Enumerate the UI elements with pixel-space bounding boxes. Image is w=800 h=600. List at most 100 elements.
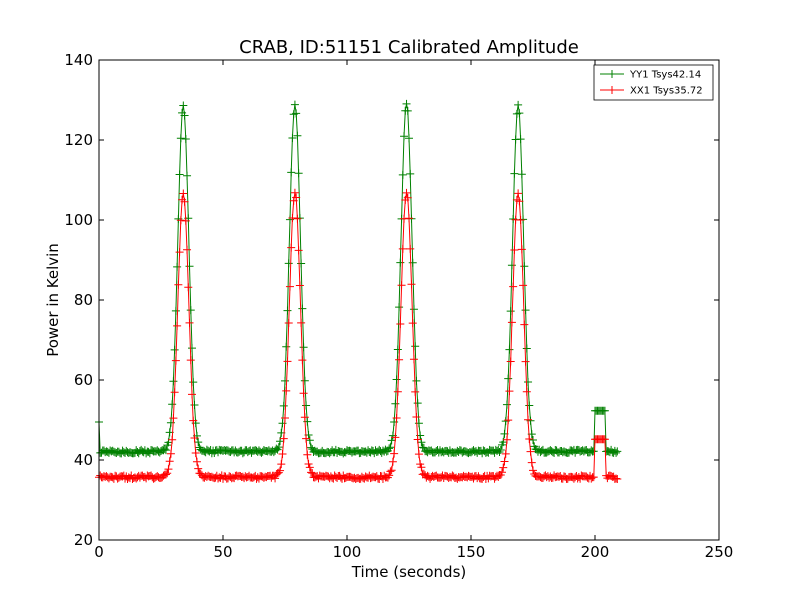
data-point (495, 447, 504, 456)
data-point (194, 464, 203, 473)
data-point (308, 469, 317, 478)
data-point (515, 197, 524, 206)
data-point (181, 216, 190, 225)
data-point (294, 246, 303, 255)
data-point (271, 474, 280, 483)
data-point (510, 169, 519, 178)
data-point (500, 457, 509, 466)
data-point (181, 135, 190, 144)
data-point (176, 216, 185, 225)
data-point (409, 305, 418, 314)
data-point (390, 449, 399, 458)
data-point (414, 450, 423, 459)
data-point (192, 457, 201, 466)
data-point (398, 244, 407, 253)
data-point (509, 282, 518, 291)
data-point (392, 414, 401, 423)
data-point (170, 388, 179, 397)
data-point (409, 355, 418, 364)
data-point (507, 318, 516, 327)
data-point (282, 342, 291, 351)
data-point (184, 283, 193, 292)
data-point (524, 378, 533, 387)
data-point (188, 344, 196, 353)
data-point (179, 101, 188, 110)
data-point (413, 435, 422, 444)
y-axis-label: Power in Kelvin (44, 243, 62, 357)
data-point (413, 399, 422, 408)
data-point (396, 320, 405, 329)
series-0 (95, 99, 622, 458)
data-point (305, 436, 314, 445)
data-point (507, 261, 516, 270)
data-point (386, 467, 395, 476)
data-point (293, 214, 302, 223)
data-point (385, 471, 394, 480)
data-point (300, 376, 309, 385)
data-point (274, 443, 283, 452)
data-point (185, 262, 194, 271)
data-point (168, 400, 177, 409)
data-point (186, 356, 195, 365)
legend-label-xx1: XX1 Tsys35.72 (630, 86, 703, 97)
y-tick-label: 100 (64, 211, 93, 229)
data-point (411, 387, 420, 396)
data-point (292, 109, 301, 118)
data-point (299, 343, 308, 352)
x-tick-label: 150 (457, 543, 486, 561)
x-tick-label: 200 (581, 543, 610, 561)
data-point (521, 306, 530, 315)
data-point (279, 434, 288, 443)
data-point (505, 387, 514, 396)
data-point (299, 389, 308, 398)
data-point (393, 387, 402, 396)
x-tick-label: 100 (333, 543, 362, 561)
data-point (519, 281, 528, 290)
ticks-layer: 0 50 100 150 200 250 20 40 60 80 100 120 140 (64, 51, 733, 561)
data-point (173, 262, 182, 271)
data-point (529, 436, 537, 445)
x-tick-label: 250 (705, 543, 734, 561)
data-point (408, 258, 417, 267)
data-point (298, 356, 307, 365)
data-point (526, 447, 535, 456)
data-point (506, 307, 515, 316)
data-point (282, 386, 291, 395)
data-point (165, 457, 174, 466)
data-point (613, 474, 622, 483)
data-point (305, 463, 314, 472)
data-point (417, 463, 426, 472)
data-point (391, 433, 400, 442)
data-point (288, 214, 297, 223)
data-point (517, 170, 526, 179)
x-tick-label: 0 (94, 543, 104, 561)
legend-label-yy1: YY1 Tsys42.14 (629, 70, 701, 81)
data-point (290, 100, 299, 109)
data-point (387, 466, 396, 475)
data-point (517, 245, 526, 254)
data-point (171, 356, 180, 365)
data-point (190, 433, 199, 442)
data-point (188, 390, 196, 399)
data-point (283, 357, 292, 366)
data-point (294, 169, 303, 178)
data-point (520, 320, 529, 329)
data-point (408, 319, 417, 328)
data-point (297, 318, 306, 327)
data-point (174, 280, 183, 289)
data-point (414, 419, 423, 428)
legend-box (593, 64, 714, 101)
data-point (183, 171, 192, 180)
data-point (522, 344, 531, 353)
data-point (397, 281, 406, 290)
data-point (189, 416, 198, 425)
data-point (405, 134, 413, 143)
data-point (502, 400, 511, 409)
data-point (303, 450, 312, 459)
data-point (183, 245, 192, 254)
data-point (190, 400, 199, 409)
data-point (283, 306, 292, 315)
data-point (402, 188, 411, 197)
data-point (521, 357, 530, 366)
data-point (279, 401, 288, 410)
